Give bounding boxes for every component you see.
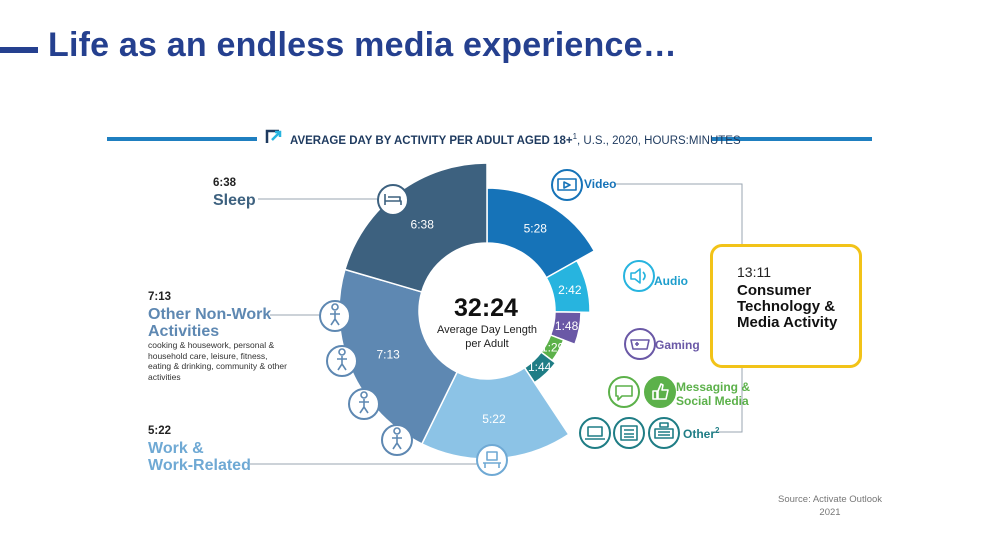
center-value: 32:24 [454, 294, 518, 322]
gamepad-icon [624, 328, 656, 360]
slice-value-label: 1:48 [555, 319, 579, 333]
work-time-label: 5:22 [148, 425, 172, 437]
slice-value-label: 1:44 [528, 360, 552, 374]
tv-icon [551, 169, 583, 201]
other-label: Other2 [683, 426, 719, 441]
person-cooking-icon [326, 345, 358, 377]
slice-sleep [344, 162, 488, 293]
slice-work-work-related [420, 366, 570, 460]
slice-value-label: 6:38 [411, 218, 435, 232]
consumer-technology-box: 13:11 Consumer Technology & Media Activi… [710, 244, 862, 368]
slice-value-label: 1:29 [541, 340, 565, 354]
slice-value-label: 5:22 [482, 412, 506, 426]
slice-value-label: 2:42 [558, 283, 582, 297]
keyboard-icon [648, 417, 680, 449]
video-label: Video [584, 177, 617, 191]
slice-value-label: 5:28 [524, 222, 548, 236]
center-label: Average Day Length per Adult [436, 324, 538, 350]
person-cleaning-icon [319, 300, 351, 332]
consumer-box-time: 13:11 [737, 264, 771, 280]
sleep-name-label: Sleep [213, 192, 256, 209]
newspaper-icon [613, 417, 645, 449]
other-label-text: Other [683, 427, 716, 441]
activate-logo-icon [265, 129, 282, 143]
chart-header-rest: , U.S., 2020, HOURS:MINUTES [577, 134, 741, 147]
donut-hole [420, 244, 554, 378]
source-note: Source: Activate Outlook 2021 [777, 494, 883, 518]
fitness-icon [348, 388, 380, 420]
sleep-time-label: 6:38 [213, 177, 237, 189]
slice-value-label: 7:13 [377, 348, 401, 362]
messaging-label: Messaging & Social Media [676, 380, 751, 408]
chat-icon [608, 376, 640, 408]
work-meeting-icon [476, 444, 508, 476]
audio-label: Audio [654, 274, 688, 288]
slice-video [486, 187, 596, 279]
title-accent-bar [0, 47, 38, 53]
bed-icon [377, 184, 409, 216]
work-name-label: Work & Work-Related [148, 440, 251, 474]
other-activities-description: cooking & housework, personal & househol… [148, 340, 287, 382]
chart-header: AVERAGE DAY BY ACTIVITY PER ADULT AGED 1… [290, 132, 741, 147]
consumer-box-label: Consumer Technology & Media Activity [737, 282, 838, 331]
header-rule-left [107, 137, 257, 141]
laptop-icon [579, 417, 611, 449]
thumbs-up-icon [644, 376, 676, 408]
slide-title: Life as an endless media experience… [48, 26, 677, 64]
chart-header-main: AVERAGE DAY BY ACTIVITY PER ADULT AGED 1… [290, 134, 573, 147]
other-label-sup: 2 [715, 426, 720, 435]
other-activities-time-label: 7:13 [148, 291, 172, 303]
chart-header-sup: 1 [572, 132, 578, 141]
other-activities-name-label: Other Non-Work Activities [148, 306, 272, 340]
gaming-label: Gaming [655, 338, 700, 352]
reading-icon [381, 424, 413, 456]
speaker-icon [623, 260, 655, 292]
header-rule-right [712, 137, 872, 141]
